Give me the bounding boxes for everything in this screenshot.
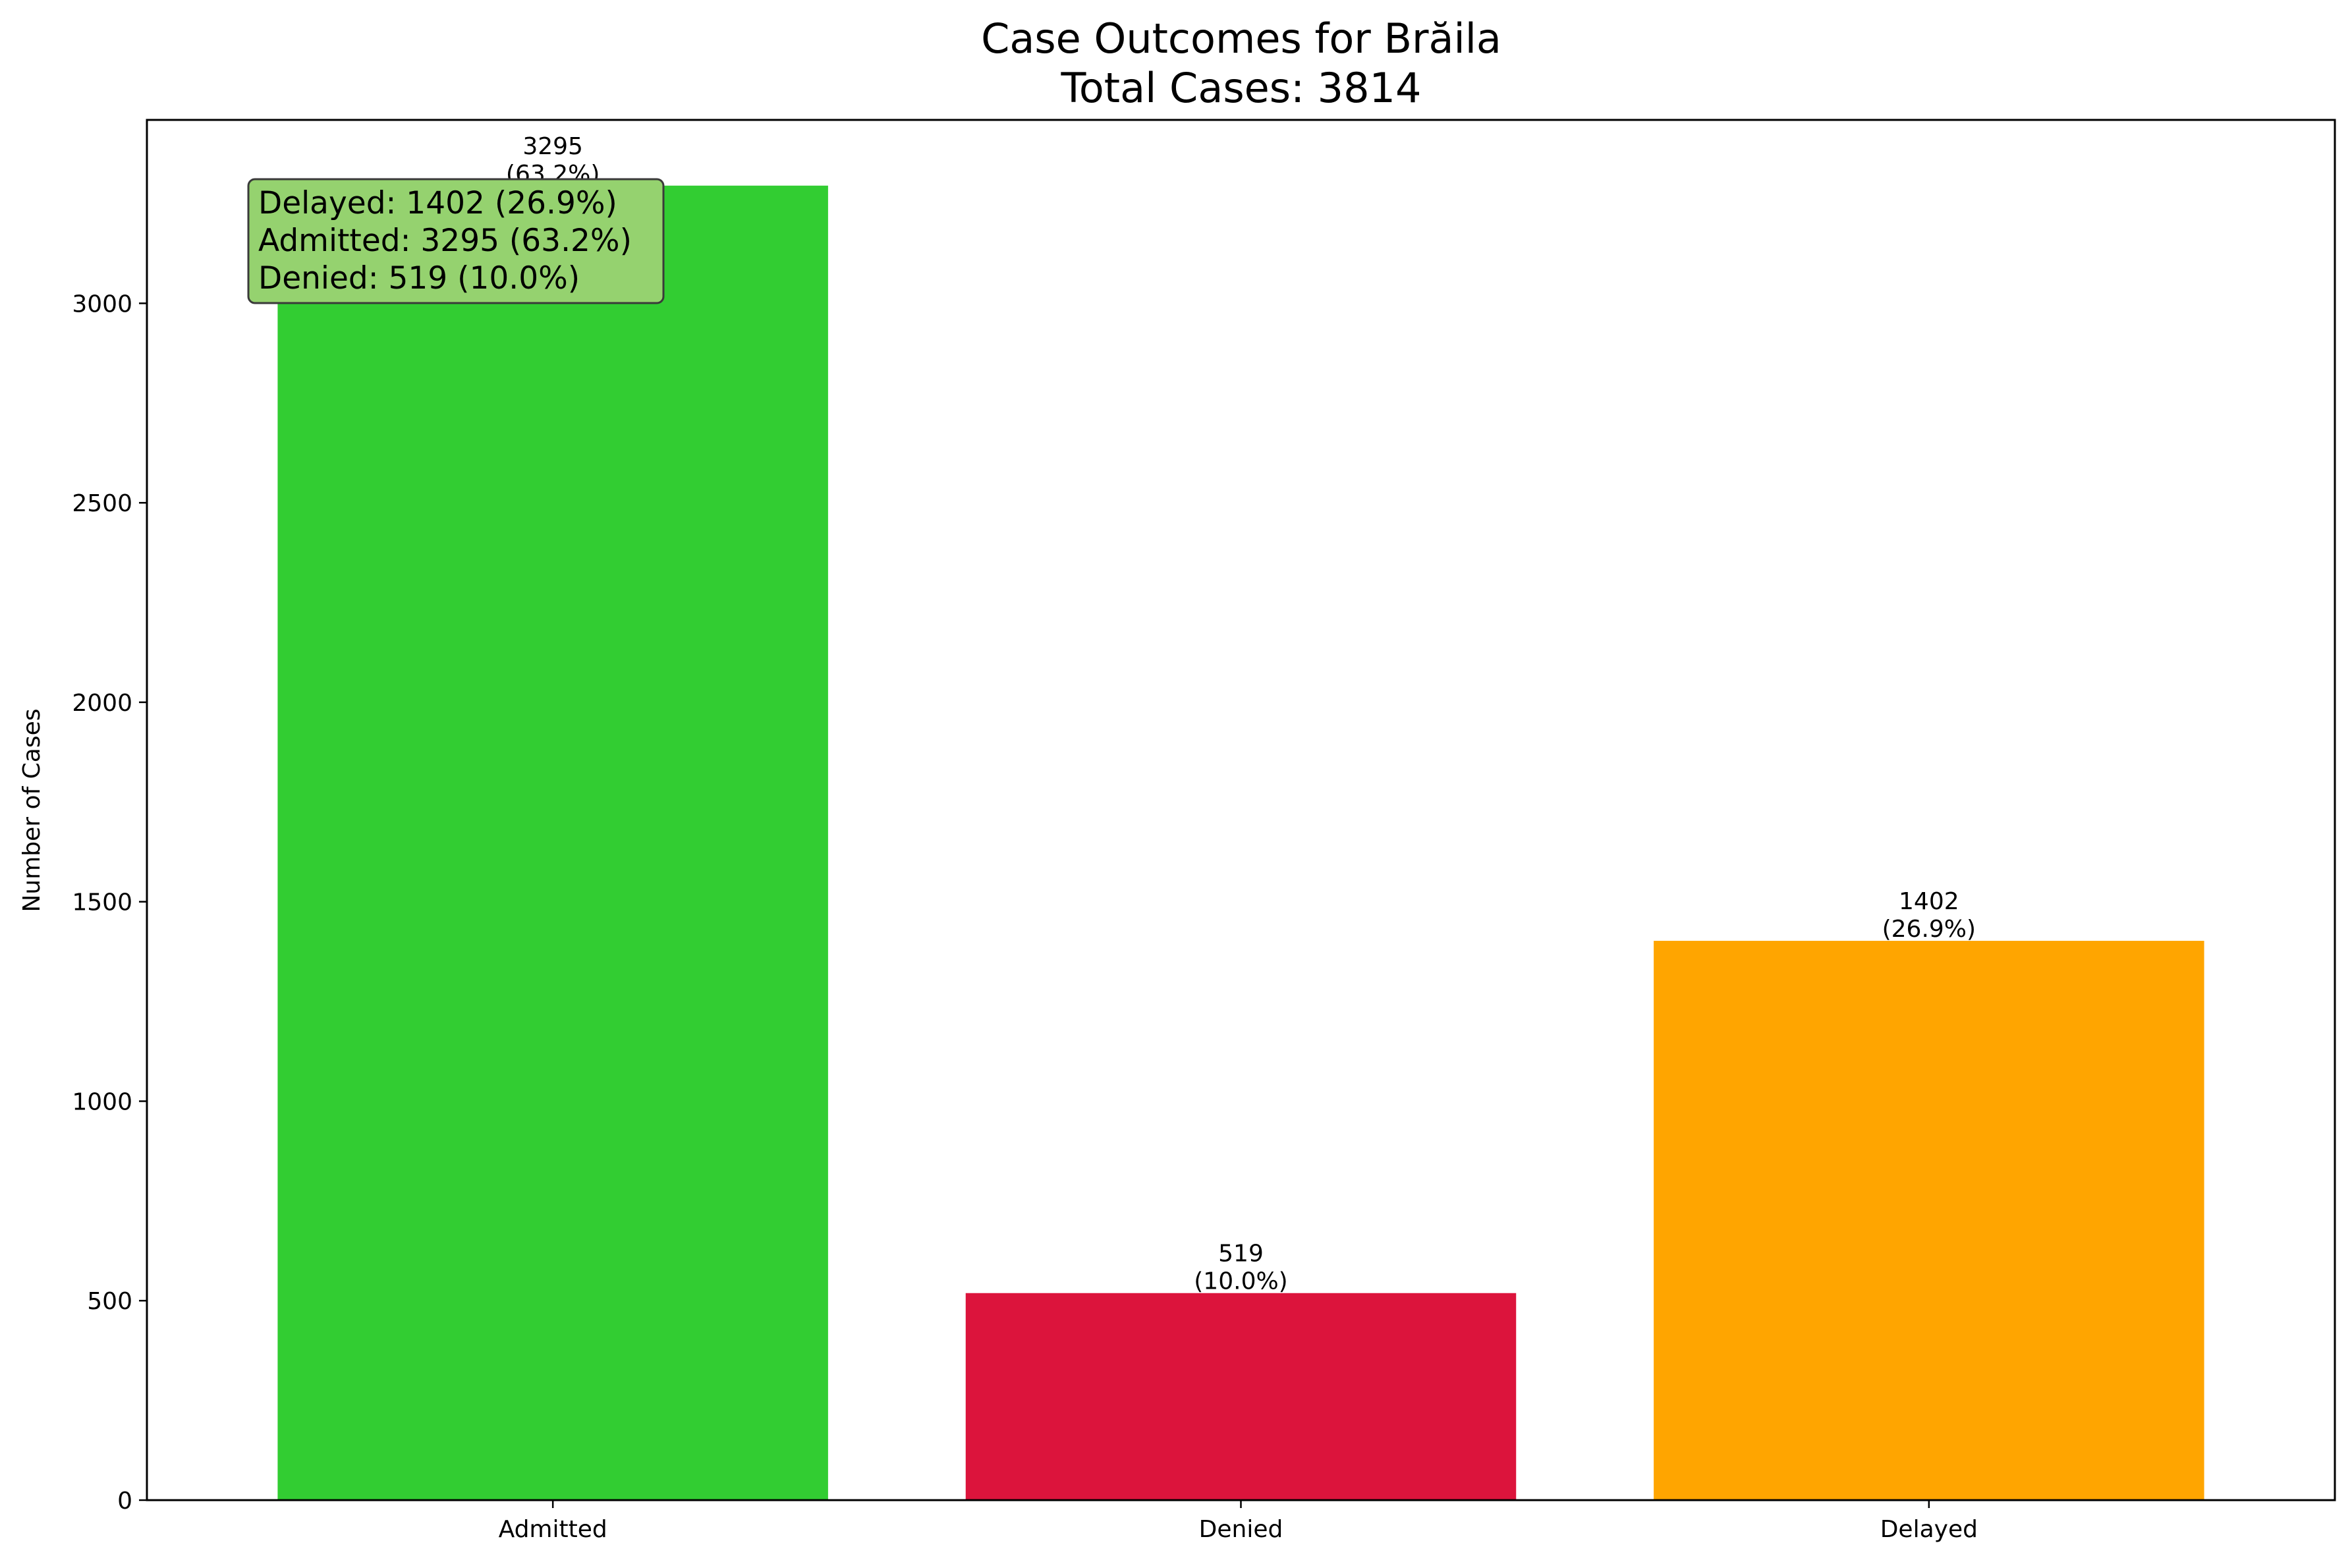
- info-box-line: Denied: 519 (10.0%): [258, 260, 580, 296]
- x-tick-label: Denied: [1199, 1516, 1283, 1543]
- bar-admitted: [277, 185, 828, 1500]
- bar-percent-label: (26.9%): [1882, 916, 1976, 943]
- x-tick-label: Admitted: [499, 1516, 607, 1543]
- bar-value-label: 3295: [522, 133, 583, 160]
- y-tick-label: 0: [117, 1488, 132, 1515]
- bar-delayed: [1654, 941, 2204, 1500]
- bar-value-label: 519: [1218, 1241, 1264, 1268]
- x-tick-label: Delayed: [1880, 1516, 1978, 1543]
- bar-labels-group: 3295(63.2%)519(10.0%)1402(26.9%): [506, 133, 1976, 1295]
- bar-percent-label: (10.0%): [1194, 1268, 1287, 1295]
- y-tick-label: 1000: [72, 1088, 132, 1115]
- y-axis-label: Number of Cases: [18, 708, 45, 912]
- info-box-line: Admitted: 3295 (63.2%): [258, 223, 632, 259]
- y-tick-label: 3000: [72, 291, 132, 318]
- y-tick-label: 500: [87, 1288, 132, 1315]
- y-tick-label: 2500: [72, 490, 132, 517]
- y-tick-label: 1500: [72, 889, 132, 916]
- y-axis-ticks: 0 500 1000 1500 2000 2500 3000: [72, 291, 147, 1515]
- plot-frame: [146, 119, 2336, 1501]
- info-box-background: [247, 178, 665, 304]
- x-axis-ticks: Admitted Denied Delayed: [499, 1500, 1978, 1543]
- bar-value-label: 1402: [1899, 888, 1959, 915]
- y-tick-label: 2000: [72, 690, 132, 717]
- chart-title: Case Outcomes for Brăila: [981, 14, 1501, 63]
- info-box: Delayed: 1402 (26.9%) Admitted: 3295 (63…: [247, 178, 665, 304]
- bars-group: [277, 185, 2204, 1500]
- bar-denied: [965, 1293, 1517, 1500]
- chart-subtitle: Total Cases: 3814: [1061, 64, 1422, 112]
- info-box-line: Delayed: 1402 (26.9%): [258, 185, 617, 221]
